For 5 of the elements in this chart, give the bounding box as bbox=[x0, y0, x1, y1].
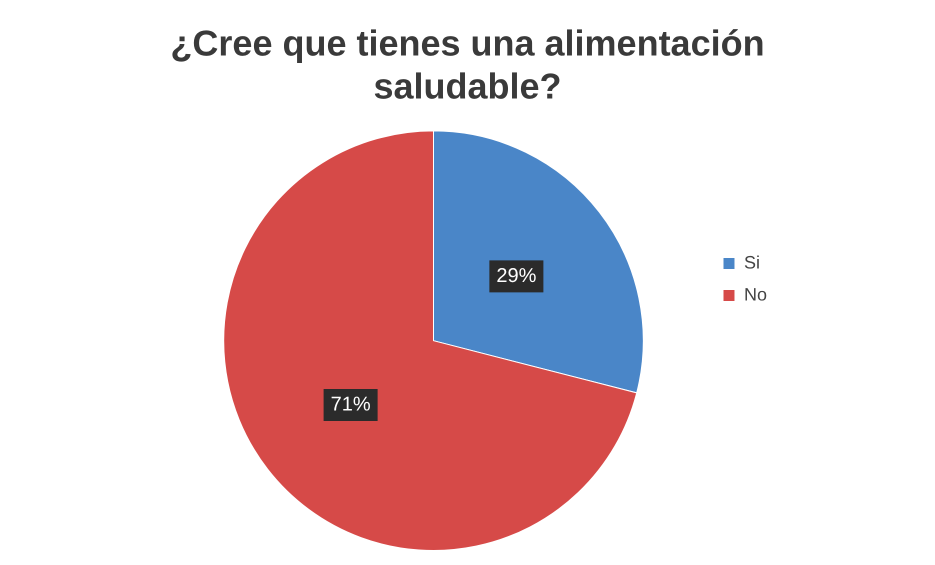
data-label: 29% bbox=[496, 264, 537, 287]
chart-title: ¿Cree que tienes una alimentación saludable? bbox=[170, 22, 765, 107]
data-label: 71% bbox=[330, 394, 371, 416]
legend-label: No bbox=[744, 284, 768, 304]
legend-label: Si bbox=[744, 252, 760, 272]
